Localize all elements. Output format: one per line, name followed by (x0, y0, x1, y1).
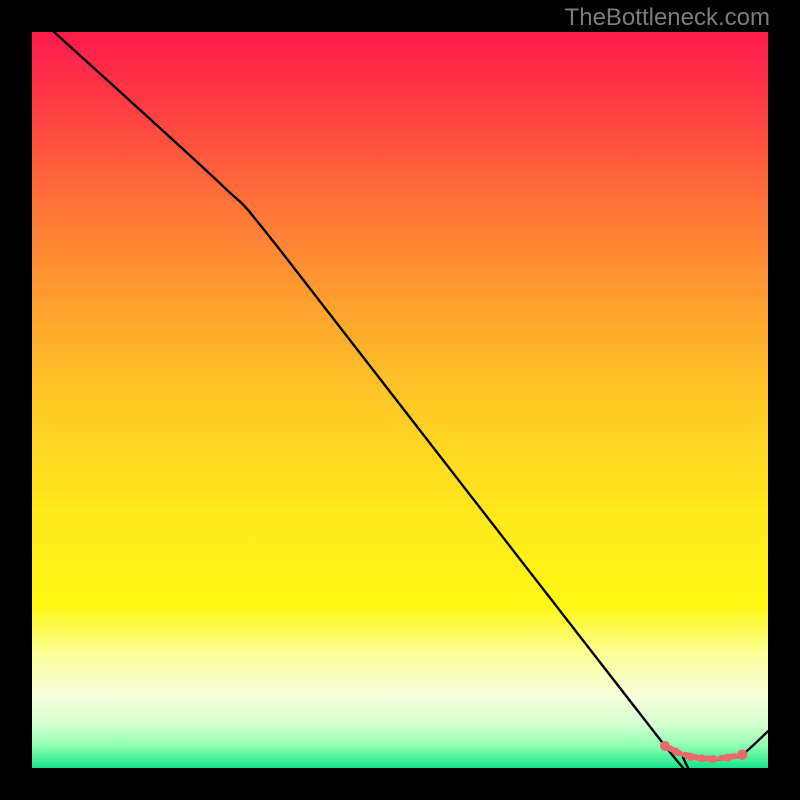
marker-dot (698, 754, 706, 762)
chart-root: TheBottleneck.com (0, 0, 800, 800)
marker-dot (672, 748, 680, 756)
bottleneck-chart (0, 0, 800, 800)
marker-dot (737, 750, 747, 760)
marker-dot (687, 753, 695, 761)
marker-dot (709, 755, 717, 763)
plot-background (32, 32, 768, 768)
marker-dot (724, 754, 732, 762)
marker-dot (660, 741, 670, 751)
